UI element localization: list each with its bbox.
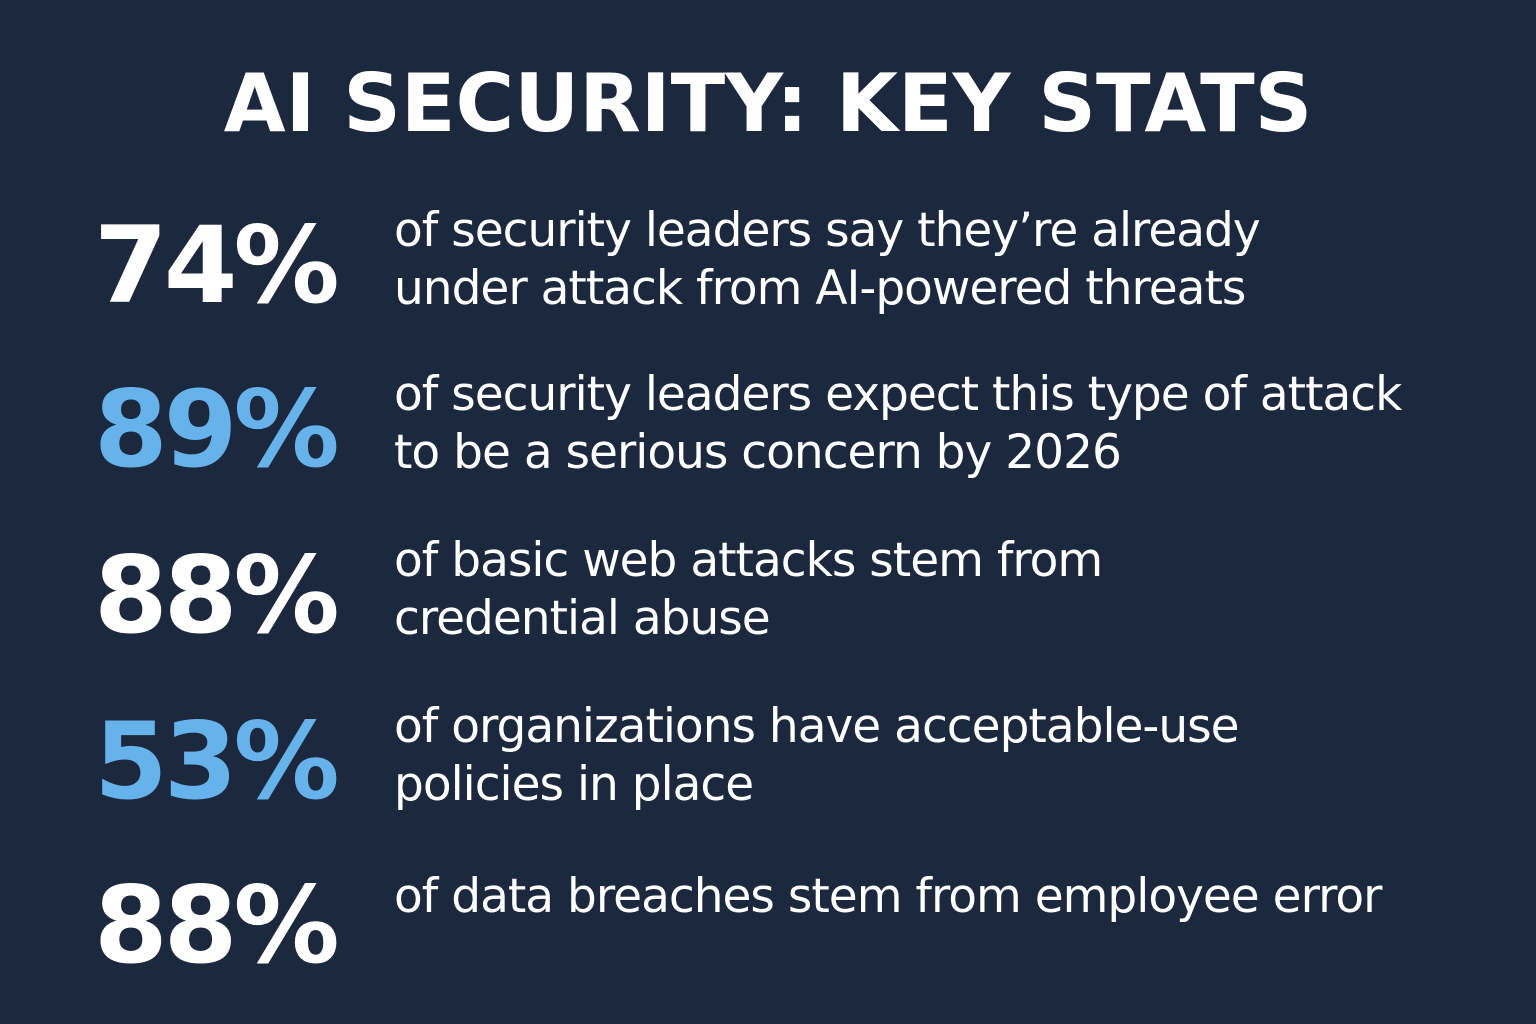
stat-value: 88% <box>94 534 340 657</box>
page-title: AI SECURITY: KEY STATS <box>223 57 1313 150</box>
stat-description-line: to be a serious concern by 2026 <box>394 425 1122 480</box>
stat-item-5: 88% of data breaches stem from employee … <box>94 856 1514 996</box>
stat-description: of security leaders say they’re already … <box>394 202 1261 318</box>
stat-item-3: 88% of basic web attacks stem from crede… <box>94 526 1514 666</box>
stat-description-line: of basic web attacks stem from <box>394 533 1103 588</box>
stat-description-line: of security leaders say they’re already <box>394 203 1261 258</box>
stat-value: 53% <box>94 700 340 823</box>
stat-description: of data breaches stem from employee erro… <box>394 868 1382 926</box>
stat-description-line: policies in place <box>394 757 754 812</box>
stat-value: 88% <box>94 864 340 987</box>
stat-description: of organizations have acceptable-use pol… <box>394 698 1240 814</box>
stat-description: of security leaders expect this type of … <box>394 366 1402 482</box>
stat-description-line: under attack from AI-powered threats <box>394 261 1246 316</box>
stat-value: 74% <box>94 204 340 327</box>
stat-description-line: of data breaches stem from employee erro… <box>394 869 1382 924</box>
stat-description-line: of security leaders expect this type of … <box>394 367 1402 422</box>
stat-item-2: 89% of security leaders expect this type… <box>94 360 1514 500</box>
stat-item-1: 74% of security leaders say they’re alre… <box>94 196 1514 336</box>
stat-value: 89% <box>94 368 340 491</box>
stat-item-4: 53% of organizations have acceptable-use… <box>94 692 1514 832</box>
stat-description: of basic web attacks stem from credentia… <box>394 532 1103 648</box>
stat-description-line: of organizations have acceptable-use <box>394 699 1240 754</box>
stat-description-line: credential abuse <box>394 591 771 646</box>
